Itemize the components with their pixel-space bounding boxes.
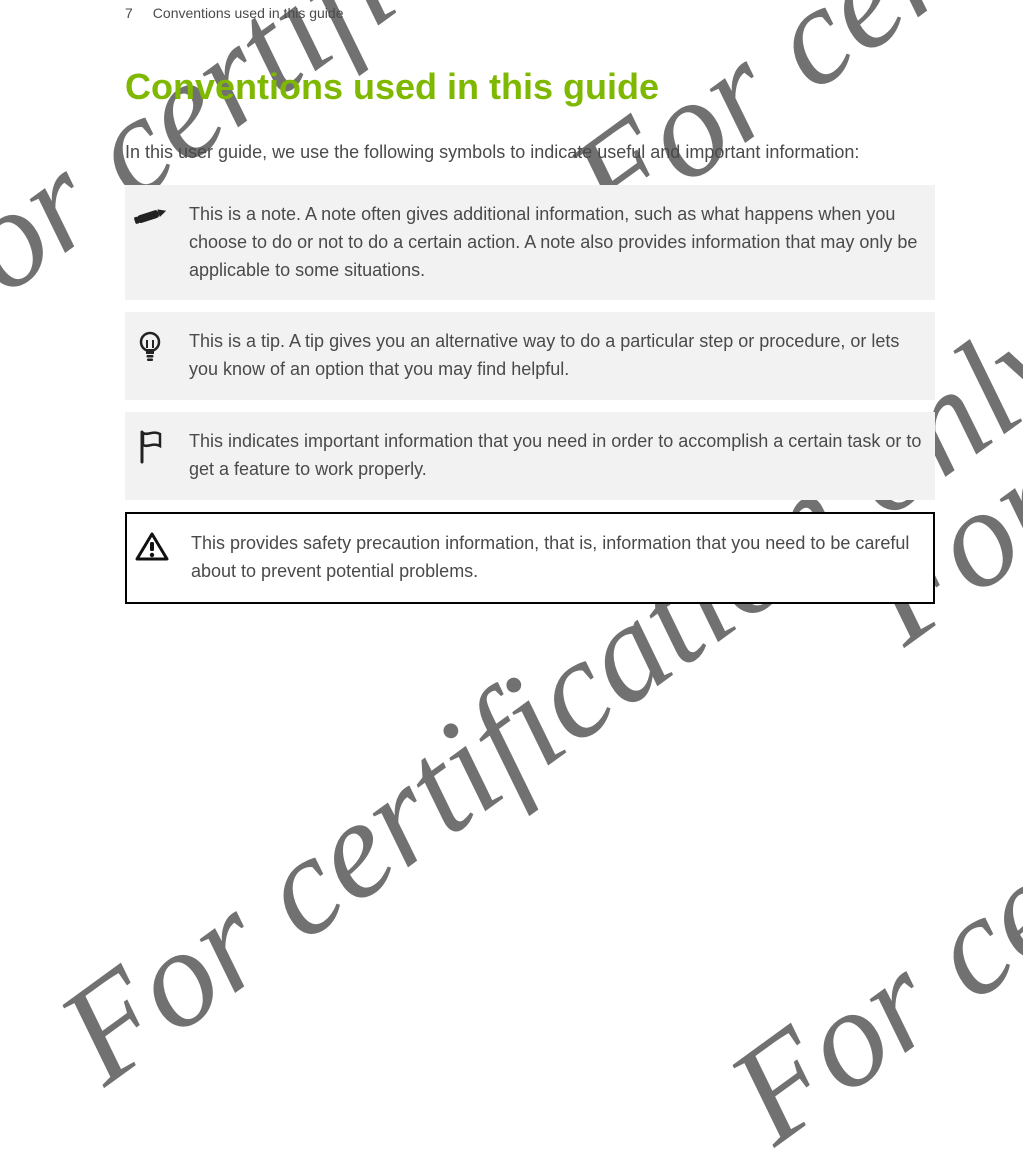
pencil-icon — [129, 201, 171, 229]
callout-important: This indicates important information tha… — [125, 412, 935, 500]
callout-list: This is a note. A note often gives addit… — [125, 185, 935, 604]
lightbulb-icon — [129, 328, 171, 364]
page-header: 7 Conventions used in this guide — [125, 5, 993, 21]
callout-tip: This is a tip. A tip gives you an altern… — [125, 312, 935, 400]
flag-icon — [129, 428, 171, 464]
callout-tip-text: This is a tip. A tip gives you an altern… — [189, 328, 923, 384]
page-content: 7 Conventions used in this guide Convent… — [0, 5, 1023, 604]
callout-important-text: This indicates important information tha… — [189, 428, 923, 484]
header-title: Conventions used in this guide — [153, 5, 344, 21]
callout-safety: This provides safety precaution informat… — [125, 512, 935, 604]
warning-icon — [131, 530, 173, 562]
callout-safety-text: This provides safety precaution informat… — [191, 530, 921, 586]
intro-paragraph: In this user guide, we use the following… — [125, 138, 925, 167]
callout-note: This is a note. A note often gives addit… — [125, 185, 935, 301]
callout-note-text: This is a note. A note often gives addit… — [189, 201, 923, 285]
page-title: Conventions used in this guide — [125, 66, 993, 108]
page-number: 7 — [125, 5, 133, 21]
